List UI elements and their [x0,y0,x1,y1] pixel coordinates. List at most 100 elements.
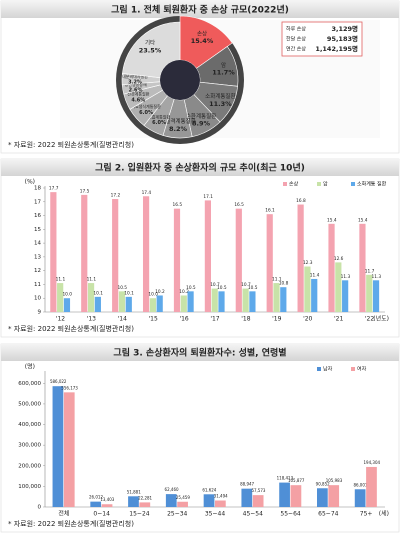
y-tick-label: 9 [38,310,42,316]
bar [125,296,132,312]
y-axis-label: (%) [25,179,35,186]
x-tick-label: '19 [272,316,281,323]
y-tick-label: 600,000 [18,381,41,387]
value-label: 15.4 [327,217,337,223]
bar [359,223,366,312]
value-label: 16.1 [265,208,275,214]
x-tick-label: '16 [179,316,188,323]
value-label: 10.1 [93,290,103,296]
summary-label: 연간 손상 [286,46,306,53]
bar [173,208,181,312]
value-label: 586,022 [50,379,67,384]
x-tick-label: 45~54 [243,511,263,518]
value-label: 16.5 [234,202,244,208]
value-label: 10.5 [117,285,127,291]
bar [241,488,253,507]
value-label: 17.2 [111,193,121,199]
slice-value: 23.5% [139,46,162,54]
bar [165,494,177,507]
value-label: 11.3 [372,274,382,280]
x-tick-label: 15~24 [129,511,149,518]
value-label: 51,881 [127,489,141,494]
value-label: 15.4 [358,217,368,223]
panel-header [1,344,399,361]
bar [128,496,139,507]
value-label: 57,573 [251,488,265,493]
x-tick-label: '18 [241,316,250,323]
x-tick-label: '14 [118,316,127,323]
bar [266,214,273,312]
bar [52,386,64,507]
value-label: 10.2 [179,289,189,295]
slice-label: 암 [221,61,226,69]
y-tick-label: 16 [34,213,41,219]
bar [311,278,318,312]
slice-label: 순환계통질환 [186,112,216,120]
value-label: 11.7 [365,268,375,274]
bar [279,482,290,507]
bar [328,223,335,312]
bar [118,291,126,312]
slice-label: 근골격계통질환 [160,117,195,125]
bar [101,504,113,507]
value-label: 17.1 [203,194,213,200]
y-tick-label: 13 [34,254,41,260]
slice-label: 신경계통질환 [127,91,149,97]
bar [280,287,287,312]
bar [354,489,366,507]
y-tick-label: 0 [38,505,42,511]
x-tick-label: '21 [334,316,343,323]
slice-value: 2.6% [129,88,143,94]
slice-label: 비뇨생식계통질환 [131,103,161,109]
bar [149,298,156,312]
slice-value: 3.2% [128,80,142,86]
slice-value: 8.9% [192,120,211,128]
slice-value: 8.2% [169,125,188,133]
x-tick-label: '20 [303,316,312,323]
legend-label: 소화계통 질환 [357,181,387,188]
value-label: 11.1 [87,277,97,283]
value-label: 86,001 [353,482,367,487]
bar [235,208,242,312]
x-tick-label: 75+ [360,511,373,518]
summary-value: 95,183명 [327,34,358,43]
x-tick-label: '13 [87,316,96,323]
value-label: 10.0 [62,292,72,298]
value-label: 105,983 [326,478,343,483]
bar [304,266,311,312]
bar [215,500,226,507]
bar [211,288,218,312]
value-label: 17.5 [80,188,90,194]
legend-label: 손상 [289,181,299,188]
y-tick-label: 400,000 [18,422,41,428]
legend-swatch [351,182,355,186]
value-label: 26,012 [89,495,103,500]
y-tick-label: 300,000 [18,443,41,449]
x-tick-label: '12 [56,316,65,323]
slice-value: 6.0% [139,110,153,116]
value-label: 10.2 [155,289,165,295]
value-label: 11.1 [56,277,66,283]
value-label: 194,304 [364,460,381,465]
source-note: * 자료원: 2022 퇴원손상통계(질병관리청) [8,519,134,528]
value-label: 11.4 [310,272,320,278]
slice-value: 11.7% [212,69,235,77]
x-tick-label: 25~34 [167,511,187,518]
bar [112,199,119,312]
bar [242,288,249,312]
bar [366,274,373,312]
x-tick-label: '22 [365,316,374,323]
slice-value: 4.6% [131,97,145,103]
legend-label: 암 [323,181,328,188]
x-tick-label: 0~14 [93,511,110,518]
value-label: 61,624 [202,487,216,492]
legend-swatch [317,182,321,186]
y-tick-label: 18 [34,186,41,192]
slice-label: 내분비대사질환 [122,73,148,79]
source-note: * 자료원: 2022 퇴원손상통계(질병관리청) [8,324,134,333]
value-label: 16.8 [296,198,306,204]
value-label: 17.7 [49,186,59,192]
summary-box [281,21,363,57]
value-label: 10.7 [241,282,251,288]
